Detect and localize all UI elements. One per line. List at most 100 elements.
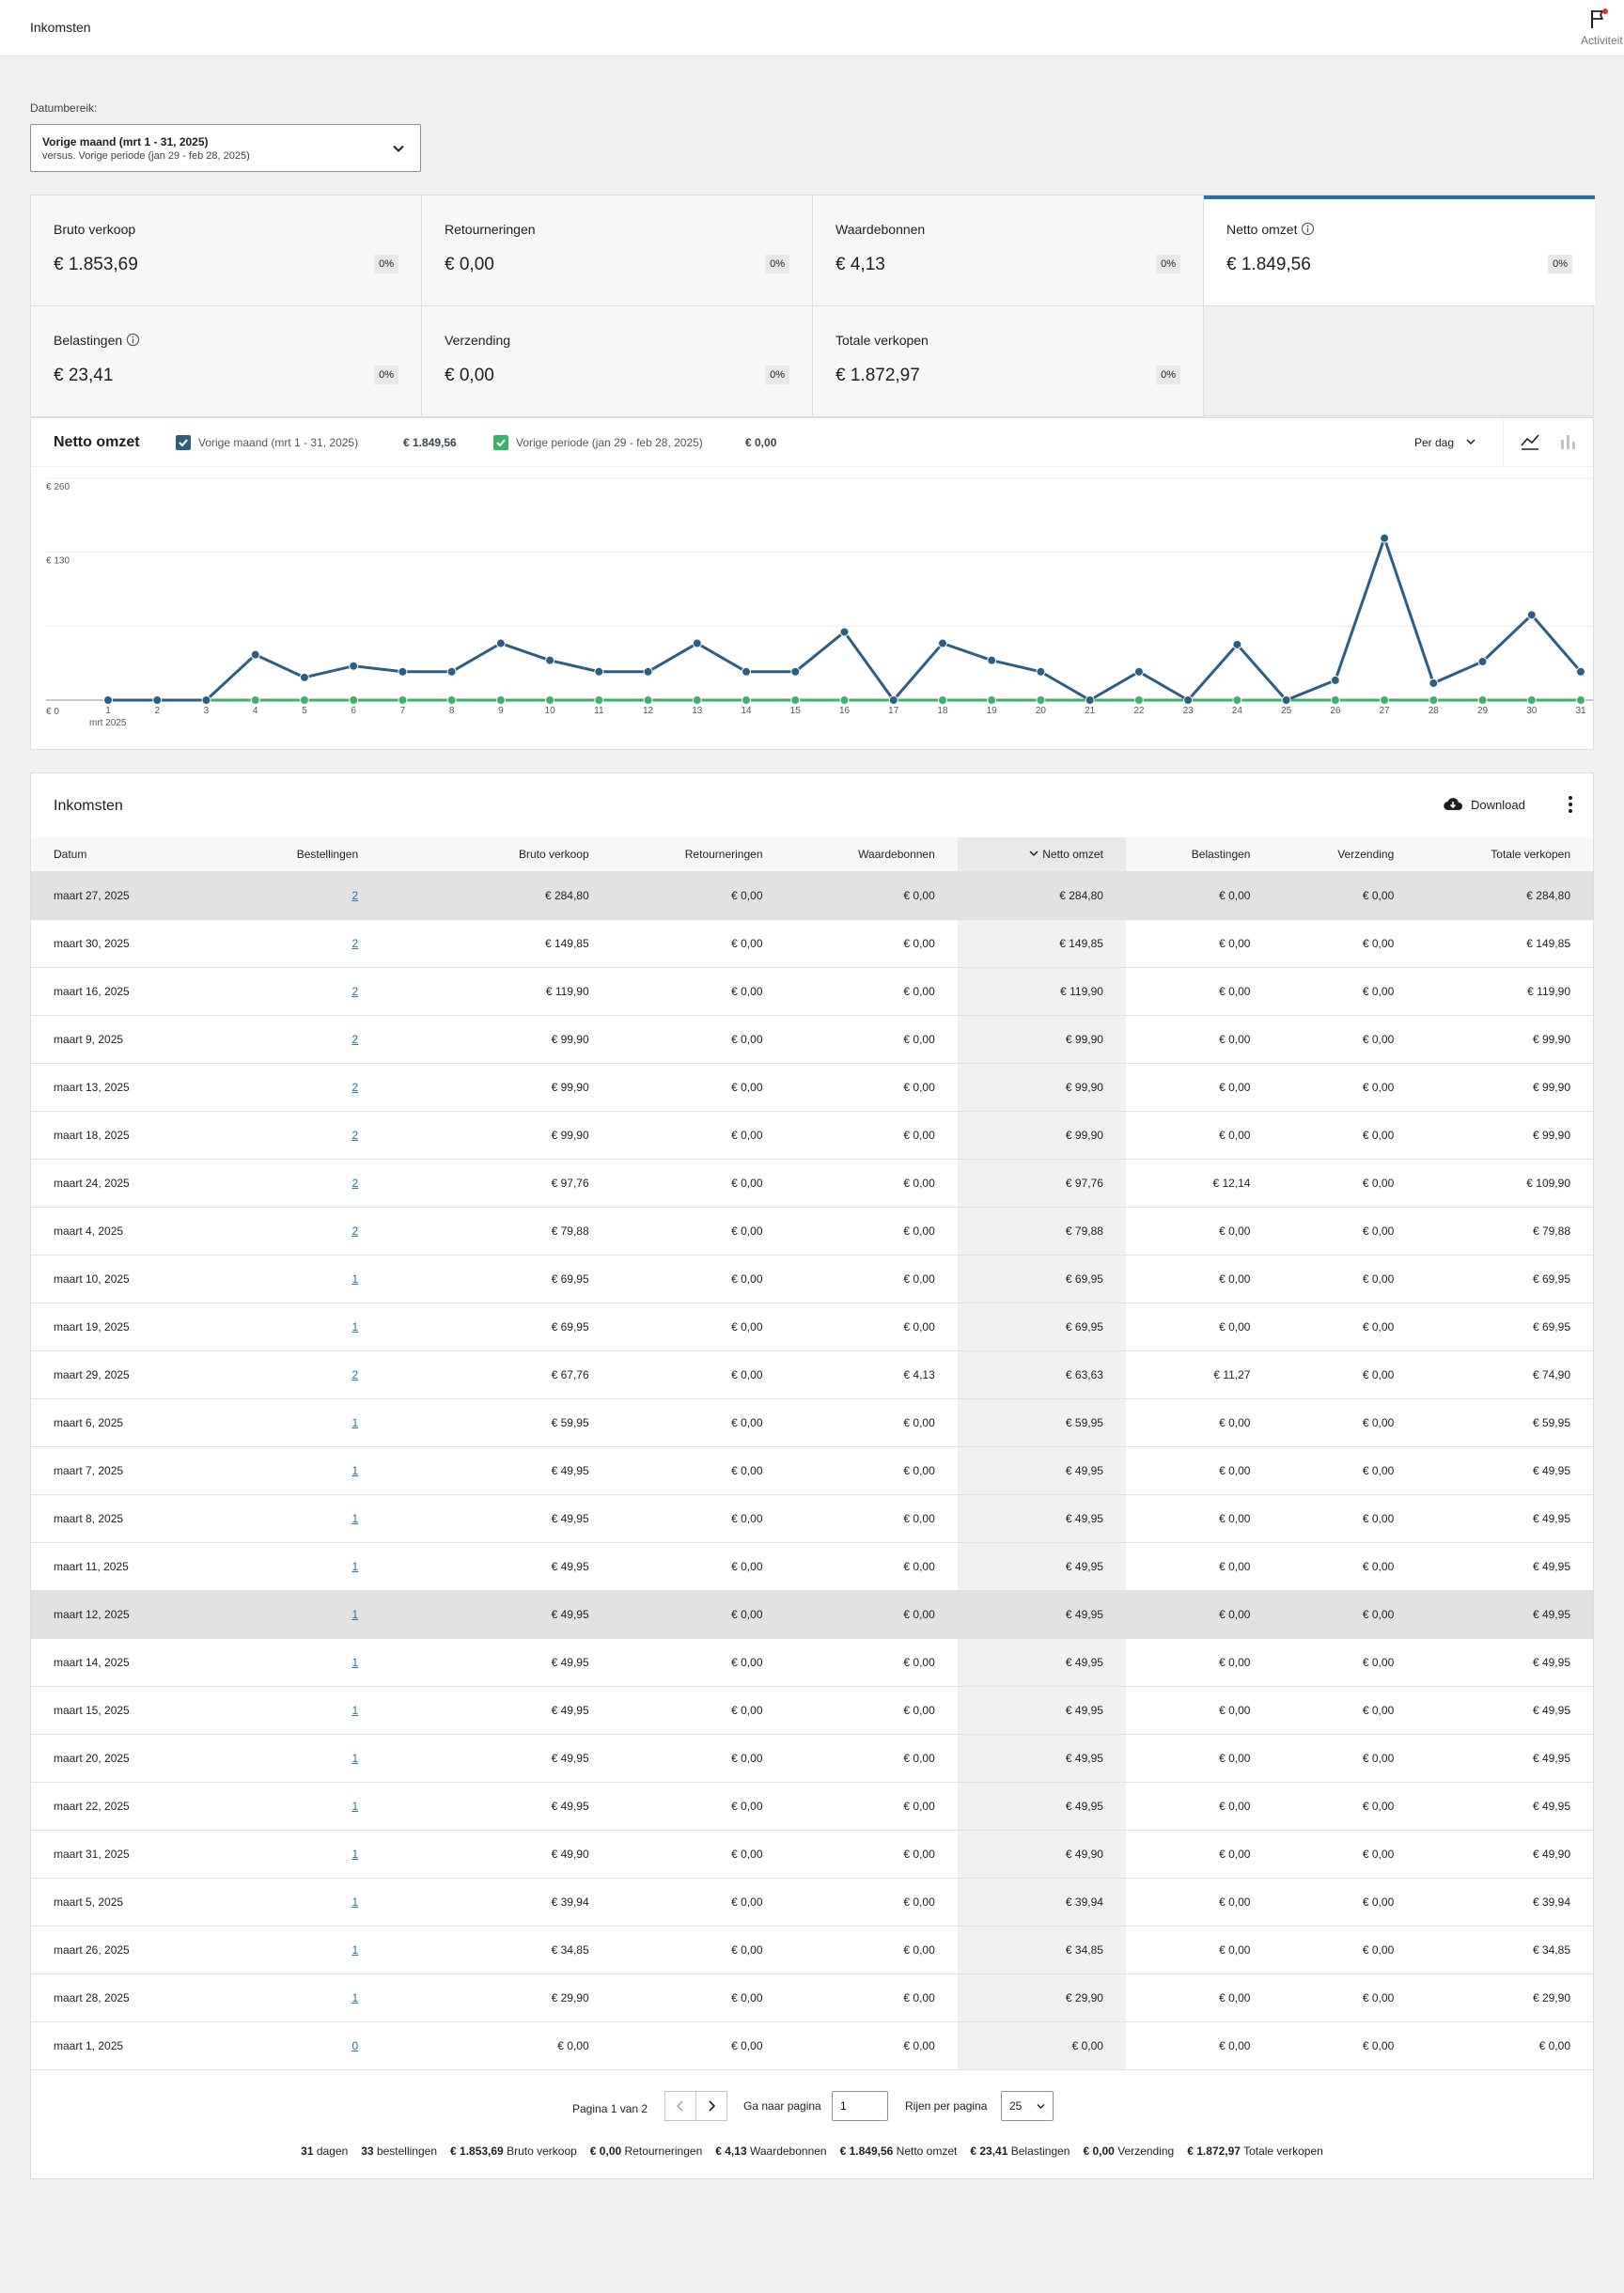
- orders-link[interactable]: 1: [351, 1511, 359, 1525]
- orders-link[interactable]: 2: [351, 1032, 359, 1046]
- orders-link[interactable]: 1: [351, 1559, 359, 1573]
- more-vertical-icon[interactable]: [1559, 793, 1582, 816]
- legend-item-current[interactable]: Vorige maand (mrt 1 - 31, 2025): [176, 435, 358, 450]
- summary-tile[interactable]: Belastingen € 23,41 0%: [31, 306, 422, 417]
- activity-button[interactable]: Activiteit: [1568, 8, 1624, 49]
- column-header[interactable]: Retourneringen: [611, 837, 786, 872]
- next-page-button[interactable]: [695, 2091, 727, 2121]
- table-cell: € 99,90: [957, 1015, 1126, 1064]
- orders-cell[interactable]: 2: [202, 1207, 449, 1256]
- orders-cell[interactable]: 2: [202, 1063, 449, 1112]
- info-icon[interactable]: [126, 333, 140, 347]
- orders-link[interactable]: 1: [351, 1847, 359, 1861]
- summary-tile[interactable]: Retourneringen € 0,00 0%: [422, 195, 813, 306]
- orders-link[interactable]: 2: [351, 1128, 359, 1142]
- info-icon[interactable]: [1301, 222, 1315, 236]
- orders-link[interactable]: 1: [351, 1703, 359, 1717]
- orders-cell[interactable]: 1: [202, 1973, 449, 2022]
- table-cell: € 0,00: [785, 1159, 958, 1208]
- legend-item-previous[interactable]: Vorige periode (jan 29 - feb 28, 2025): [493, 435, 703, 450]
- summary-value: € 1.853,69: [54, 255, 138, 274]
- orders-link[interactable]: 1: [351, 1463, 359, 1477]
- table-cell: € 0,00: [1273, 1734, 1417, 1783]
- orders-link[interactable]: 1: [351, 1895, 359, 1909]
- orders-cell[interactable]: 1: [202, 1446, 449, 1495]
- summary-delta-badge: 0%: [765, 255, 789, 273]
- orders-link[interactable]: 2: [351, 888, 359, 902]
- table-cell: € 39,94: [448, 1878, 612, 1926]
- orders-link[interactable]: 2: [351, 936, 359, 950]
- orders-link[interactable]: 1: [351, 1799, 359, 1813]
- orders-cell[interactable]: 2: [202, 1111, 449, 1160]
- orders-link[interactable]: 2: [351, 1080, 359, 1094]
- orders-link[interactable]: 0: [351, 2038, 359, 2052]
- column-header[interactable]: Datum: [31, 837, 202, 872]
- orders-link[interactable]: 2: [351, 1176, 359, 1190]
- orders-cell[interactable]: 2: [202, 919, 449, 968]
- total-label: Waardebonnen: [749, 2145, 827, 2158]
- orders-link[interactable]: 1: [351, 1319, 359, 1334]
- table-cell: maart 20, 2025: [31, 1734, 202, 1783]
- bar-chart-icon[interactable]: [1557, 431, 1578, 452]
- orders-cell[interactable]: 2: [202, 1159, 449, 1208]
- summary-tile[interactable]: Netto omzet € 1.849,56 0%: [1204, 195, 1595, 306]
- summary-tile[interactable]: Totale verkopen € 1.872,97 0%: [813, 306, 1204, 417]
- table-cell: € 69,95: [957, 1302, 1126, 1351]
- orders-cell[interactable]: 1: [202, 1398, 449, 1447]
- table-cell: € 0,00: [611, 1255, 786, 1303]
- summary-tile[interactable]: Bruto verkoop € 1.853,69 0%: [31, 195, 422, 306]
- table-cell: maart 9, 2025: [31, 1015, 202, 1064]
- table-cell: € 0,00: [1273, 1590, 1417, 1639]
- orders-link[interactable]: 1: [351, 1415, 359, 1429]
- date-range-picker[interactable]: Vorige maand (mrt 1 - 31, 2025) versus. …: [30, 124, 421, 172]
- x-tick-label: 23: [1183, 706, 1195, 716]
- orders-cell[interactable]: 2: [202, 1350, 449, 1399]
- orders-link[interactable]: 1: [351, 1655, 359, 1669]
- table-cell: € 99,90: [448, 1111, 612, 1160]
- total-value: € 1.853,69: [450, 2145, 504, 2158]
- orders-cell[interactable]: 1: [202, 1926, 449, 1974]
- orders-cell[interactable]: 1: [202, 1686, 449, 1735]
- column-header[interactable]: Waardebonnen: [785, 837, 958, 872]
- orders-link[interactable]: 1: [351, 1271, 359, 1286]
- orders-link[interactable]: 1: [351, 1751, 359, 1765]
- column-header[interactable]: Totale verkopen: [1416, 837, 1593, 872]
- column-header[interactable]: Verzending: [1273, 837, 1417, 872]
- table-cell: € 0,00: [1125, 1734, 1273, 1783]
- orders-cell[interactable]: 1: [202, 1494, 449, 1543]
- goto-page-input[interactable]: [832, 2091, 888, 2121]
- orders-link[interactable]: 1: [351, 1990, 359, 2004]
- orders-link[interactable]: 2: [351, 1224, 359, 1238]
- orders-cell[interactable]: 1: [202, 1878, 449, 1926]
- previous-page-button[interactable]: [664, 2091, 696, 2121]
- data-point: [790, 666, 801, 677]
- orders-cell[interactable]: 2: [202, 871, 449, 920]
- orders-cell[interactable]: 0: [202, 2021, 449, 2070]
- line-chart-icon[interactable]: [1520, 431, 1540, 452]
- column-header[interactable]: Belastingen: [1125, 837, 1273, 872]
- rows-per-page-select[interactable]: 25: [1001, 2091, 1054, 2121]
- orders-cell[interactable]: 1: [202, 1542, 449, 1591]
- table-cell: € 0,00: [1125, 1926, 1273, 1974]
- column-header[interactable]: Bruto verkoop: [448, 837, 612, 872]
- orders-link[interactable]: 2: [351, 1367, 359, 1381]
- column-header[interactable]: Bestellingen: [202, 837, 449, 872]
- column-header[interactable]: Netto omzet: [957, 837, 1126, 872]
- orders-link[interactable]: 2: [351, 984, 359, 998]
- orders-link[interactable]: 1: [351, 1942, 359, 1957]
- orders-cell[interactable]: 2: [202, 1015, 449, 1064]
- orders-cell[interactable]: 1: [202, 1302, 449, 1351]
- orders-cell[interactable]: 1: [202, 1255, 449, 1303]
- orders-cell[interactable]: 1: [202, 1734, 449, 1783]
- orders-cell[interactable]: 1: [202, 1830, 449, 1879]
- summary-tile[interactable]: Waardebonnen € 4,13 0%: [813, 195, 1204, 306]
- orders-cell[interactable]: 1: [202, 1590, 449, 1639]
- orders-cell[interactable]: 1: [202, 1782, 449, 1831]
- table-cell: € 69,95: [448, 1255, 612, 1303]
- orders-cell[interactable]: 1: [202, 1638, 449, 1687]
- interval-select[interactable]: Per dag: [1414, 436, 1476, 449]
- orders-link[interactable]: 1: [351, 1607, 359, 1621]
- summary-tile[interactable]: Verzending € 0,00 0%: [422, 306, 813, 417]
- download-button[interactable]: Download: [1443, 796, 1525, 813]
- orders-cell[interactable]: 2: [202, 967, 449, 1016]
